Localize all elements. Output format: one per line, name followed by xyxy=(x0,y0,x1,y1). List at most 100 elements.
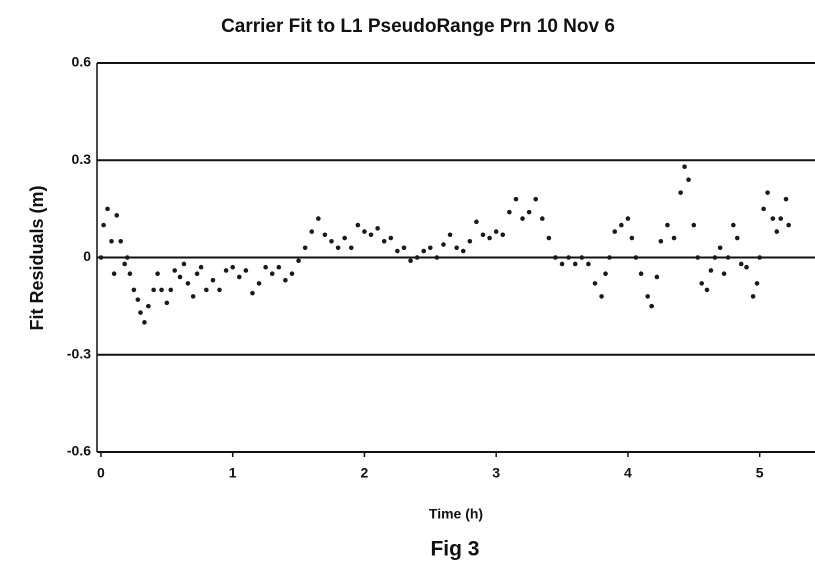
point xyxy=(316,216,321,221)
point xyxy=(368,232,374,238)
point xyxy=(619,222,624,228)
point xyxy=(198,264,204,270)
point xyxy=(388,235,394,241)
point xyxy=(401,245,407,251)
point xyxy=(474,219,479,225)
point xyxy=(348,245,354,251)
point xyxy=(276,264,282,270)
point xyxy=(194,271,200,277)
point xyxy=(629,235,635,241)
point xyxy=(122,261,127,267)
point xyxy=(686,177,691,182)
point xyxy=(520,216,525,221)
point xyxy=(454,245,459,251)
point xyxy=(533,196,539,202)
point xyxy=(612,229,618,234)
point xyxy=(296,258,301,264)
point xyxy=(649,303,654,309)
point xyxy=(731,222,736,228)
point xyxy=(761,206,766,212)
point xyxy=(757,255,762,260)
point xyxy=(414,255,420,260)
point xyxy=(342,235,347,241)
point xyxy=(717,245,723,251)
point xyxy=(658,238,664,244)
point xyxy=(256,281,262,286)
point xyxy=(691,222,697,228)
point xyxy=(778,216,784,221)
point xyxy=(654,274,660,280)
point xyxy=(309,229,315,234)
point xyxy=(725,255,731,260)
point xyxy=(671,235,677,241)
point xyxy=(210,277,216,283)
point xyxy=(283,277,288,283)
point xyxy=(754,281,760,286)
point xyxy=(682,164,687,170)
point xyxy=(467,238,473,244)
point xyxy=(579,255,585,260)
point xyxy=(243,268,249,273)
point xyxy=(269,271,275,277)
point xyxy=(217,287,222,293)
y-tick-label: -0.3 xyxy=(67,345,91,361)
point xyxy=(441,242,446,247)
point xyxy=(750,294,756,299)
y-axis-label: Fit Residuals (m) xyxy=(27,185,47,330)
point xyxy=(408,258,413,264)
point xyxy=(699,281,705,286)
point xyxy=(190,294,196,299)
x-tick-label: 0 xyxy=(97,465,105,481)
point xyxy=(770,216,776,221)
point xyxy=(607,255,612,260)
point xyxy=(487,235,492,241)
x-tick-label: 2 xyxy=(361,465,369,481)
point xyxy=(98,255,104,260)
point xyxy=(138,310,143,315)
point xyxy=(181,261,187,267)
point xyxy=(177,274,183,280)
point xyxy=(738,261,744,267)
point xyxy=(625,216,631,221)
x-tick-label: 1 xyxy=(229,465,237,481)
point xyxy=(109,238,114,244)
point xyxy=(111,271,117,277)
point xyxy=(164,300,170,306)
point xyxy=(599,294,604,299)
point xyxy=(500,232,506,238)
point xyxy=(546,235,552,241)
x-tick-label: 5 xyxy=(756,465,764,481)
point xyxy=(168,287,174,293)
point xyxy=(633,255,639,260)
point xyxy=(786,222,791,228)
point xyxy=(447,232,453,238)
point xyxy=(114,213,120,218)
point xyxy=(665,222,670,228)
point xyxy=(507,209,512,215)
point xyxy=(236,274,242,280)
point xyxy=(566,255,571,260)
x-tick-label: 4 xyxy=(624,465,632,481)
point xyxy=(526,209,532,215)
point xyxy=(553,255,558,260)
point xyxy=(572,261,578,267)
point xyxy=(460,248,466,254)
point xyxy=(250,290,255,296)
point xyxy=(721,271,727,277)
point xyxy=(135,297,141,302)
point xyxy=(131,287,137,293)
point xyxy=(322,232,328,238)
point xyxy=(480,232,486,238)
chart-title: Carrier Fit to L1 PseudoRange Prn 10 Nov… xyxy=(221,16,615,37)
point xyxy=(704,287,710,293)
point xyxy=(559,261,565,267)
point xyxy=(744,264,749,270)
point xyxy=(375,226,380,231)
point xyxy=(765,190,770,195)
point xyxy=(362,229,367,234)
point xyxy=(434,255,440,260)
x-tick-label: 3 xyxy=(492,465,500,481)
point xyxy=(127,271,133,277)
point xyxy=(734,235,740,241)
